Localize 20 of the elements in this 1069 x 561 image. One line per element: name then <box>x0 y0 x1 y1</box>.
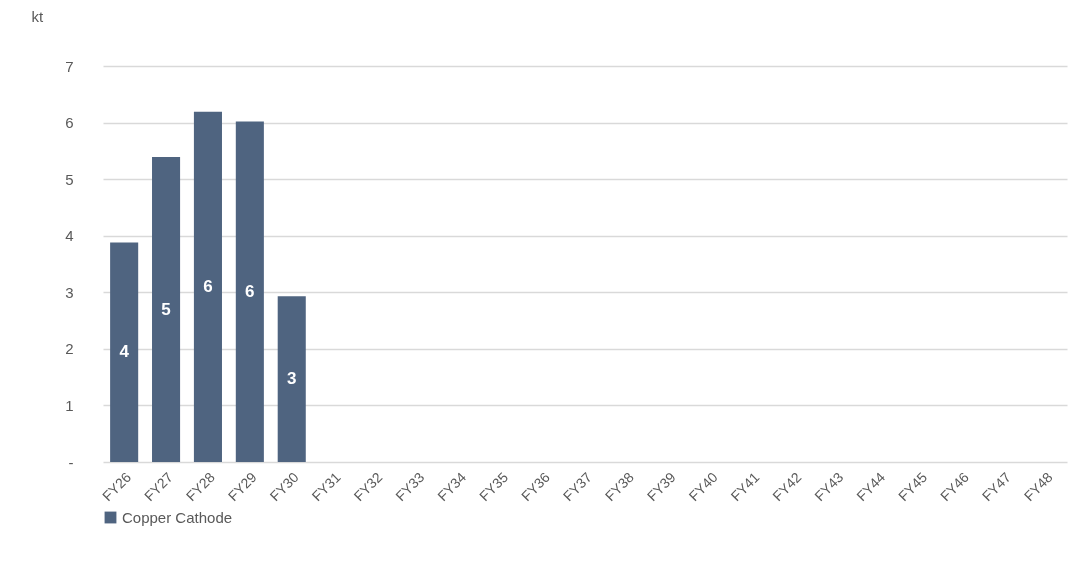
y-tick-label: 7 <box>65 57 74 75</box>
bar <box>152 157 181 462</box>
bar <box>277 296 306 462</box>
data-label: 5 <box>161 299 171 319</box>
y-tick-label: 4 <box>65 227 74 245</box>
y-tick-label: 5 <box>65 170 74 188</box>
data-label: 3 <box>287 369 297 389</box>
bar <box>110 242 139 462</box>
bar <box>235 121 264 462</box>
data-label: 6 <box>203 276 213 296</box>
y-tick-label: 1 <box>65 396 74 414</box>
y-axis-title: kt <box>31 7 44 25</box>
y-tick-label: - <box>68 453 74 471</box>
y-tick-label: 2 <box>65 340 74 358</box>
data-label: 4 <box>119 342 130 362</box>
legend-label: Copper Cathode <box>122 508 233 526</box>
y-tick-label: 3 <box>65 283 74 301</box>
data-label: 6 <box>245 281 255 301</box>
y-tick-label: 6 <box>65 114 74 132</box>
bar <box>193 111 222 462</box>
